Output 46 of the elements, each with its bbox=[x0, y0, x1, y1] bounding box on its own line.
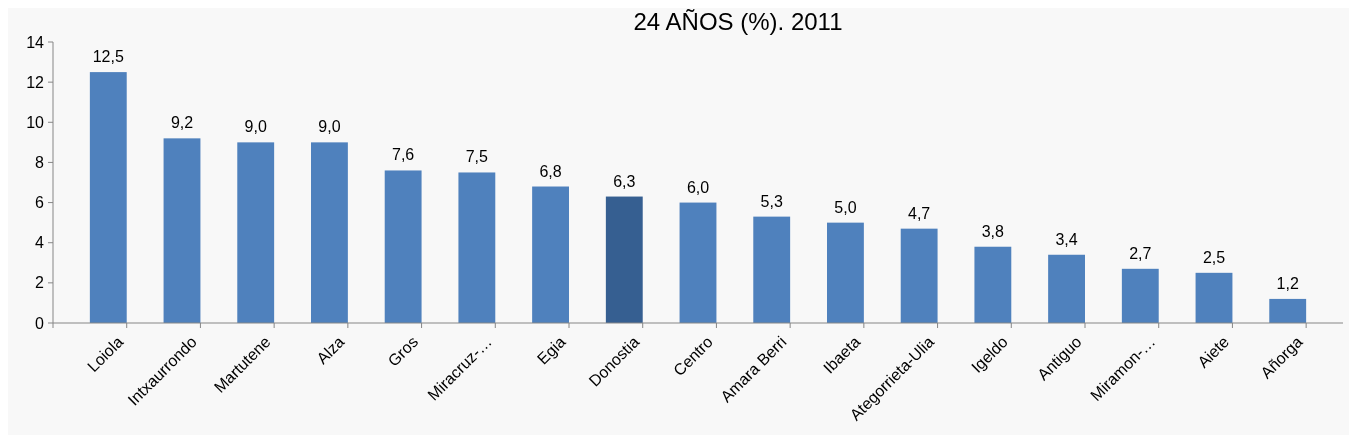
y-tick-label: 4 bbox=[35, 234, 45, 252]
bar bbox=[974, 246, 1012, 323]
bar bbox=[1048, 254, 1085, 323]
bar bbox=[679, 202, 717, 323]
y-tick-label: 14 bbox=[26, 33, 45, 51]
y-tick-label: 6 bbox=[35, 194, 45, 212]
data-label: 2,7 bbox=[1129, 244, 1152, 262]
bar bbox=[1121, 268, 1159, 323]
bar bbox=[605, 196, 643, 323]
bar bbox=[89, 72, 127, 323]
data-label: 5,3 bbox=[760, 192, 783, 210]
data-label: 3,4 bbox=[1055, 230, 1078, 248]
bar bbox=[163, 138, 201, 323]
data-label: 6,0 bbox=[686, 178, 710, 196]
data-label: 2,5 bbox=[1202, 248, 1226, 266]
bar bbox=[384, 170, 422, 323]
data-label: 1,2 bbox=[1276, 274, 1299, 292]
bar bbox=[458, 172, 496, 323]
data-label: 6,3 bbox=[613, 172, 636, 190]
data-label: 4,7 bbox=[908, 204, 931, 222]
y-tick-label: 12 bbox=[26, 73, 45, 91]
data-label: 7,5 bbox=[465, 148, 489, 166]
x-tick-label: Alza bbox=[313, 332, 348, 368]
data-label: 9,0 bbox=[244, 118, 267, 136]
bar bbox=[1269, 298, 1307, 323]
data-label: 12,5 bbox=[92, 48, 124, 66]
data-label: 6,8 bbox=[539, 162, 562, 180]
y-tick-label: 10 bbox=[26, 113, 45, 131]
y-tick-label: 2 bbox=[35, 274, 45, 292]
bar bbox=[311, 142, 348, 323]
data-label: 3,8 bbox=[981, 222, 1005, 240]
data-label: 7,6 bbox=[392, 146, 415, 164]
bar bbox=[827, 222, 864, 323]
bar bbox=[237, 142, 275, 323]
data-label: 9,0 bbox=[318, 118, 341, 136]
data-label: 5,0 bbox=[834, 198, 857, 216]
x-tick-label: Gros bbox=[384, 333, 422, 370]
y-tick-label: 0 bbox=[35, 314, 45, 332]
bar bbox=[532, 186, 569, 323]
data-label: 9,2 bbox=[170, 114, 194, 132]
bar bbox=[753, 216, 791, 323]
bar bbox=[1195, 272, 1233, 323]
y-tick-label: 8 bbox=[35, 154, 45, 172]
x-tick-label: Egia bbox=[533, 332, 569, 368]
bar bbox=[900, 228, 938, 323]
chart-title: 24 AÑOS (%). 2011 bbox=[633, 8, 843, 35]
